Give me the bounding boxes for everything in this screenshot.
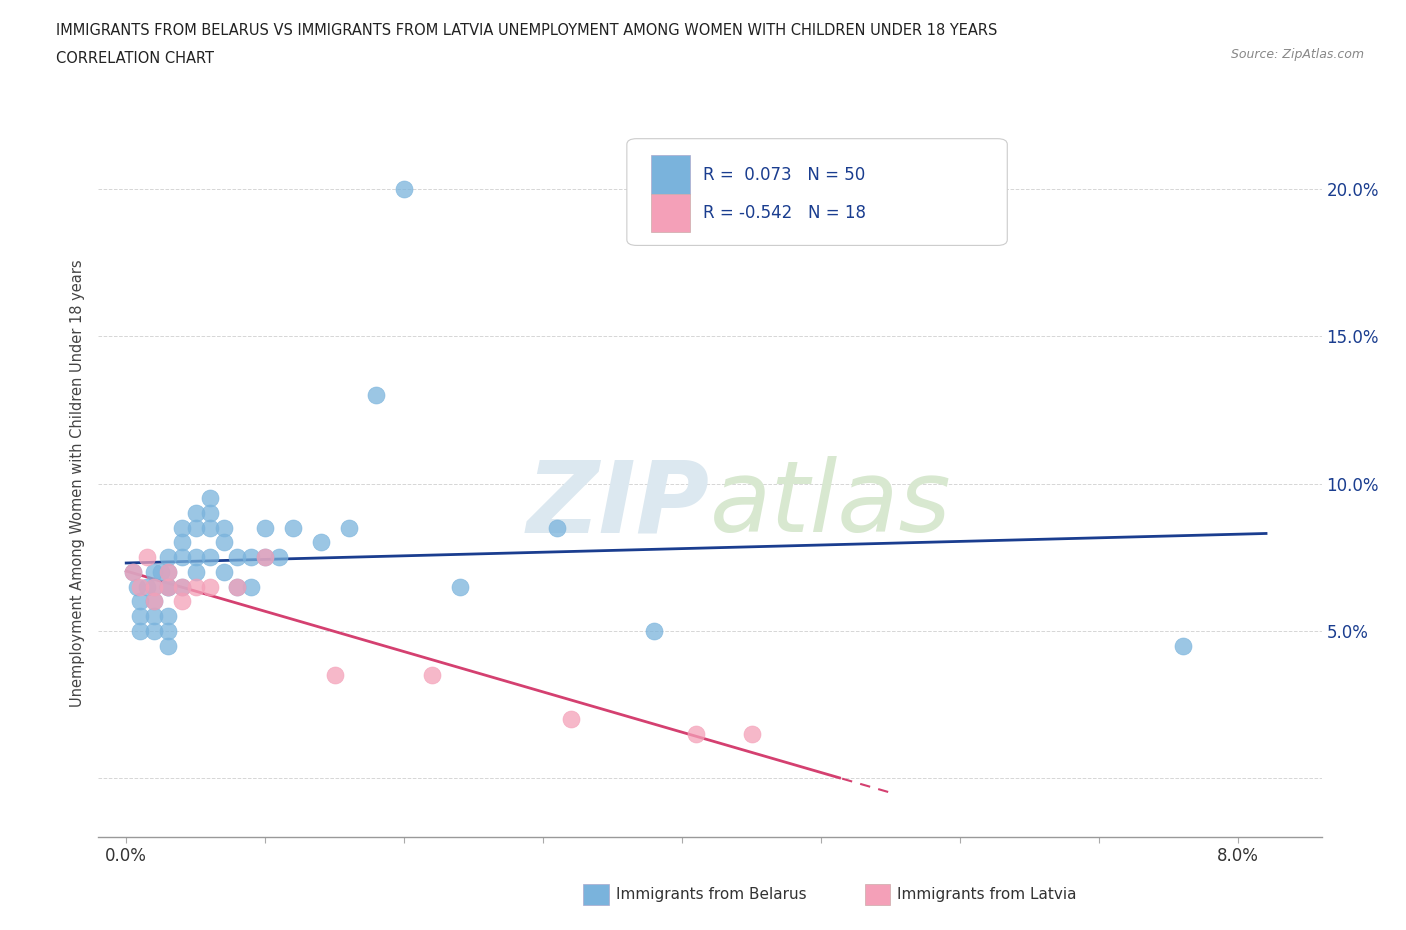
Point <box>366 388 388 403</box>
Point <box>212 521 235 536</box>
Point <box>129 594 152 609</box>
Point <box>156 609 179 624</box>
Point <box>198 579 221 594</box>
Point <box>156 579 179 594</box>
Point <box>156 579 179 594</box>
Bar <box>651 155 690 194</box>
Point <box>156 623 179 638</box>
Point <box>143 565 166 579</box>
Point <box>1171 638 1194 653</box>
Text: Immigrants from Belarus: Immigrants from Belarus <box>616 887 807 902</box>
Point <box>226 579 249 594</box>
Point <box>149 565 172 579</box>
Text: Source: ZipAtlas.com: Source: ZipAtlas.com <box>1230 48 1364 61</box>
Point <box>254 550 277 565</box>
Point <box>184 521 207 536</box>
Point <box>127 579 149 594</box>
Point <box>170 579 193 594</box>
Point <box>560 711 582 726</box>
Point <box>143 594 166 609</box>
Point <box>184 550 207 565</box>
Point <box>337 521 360 536</box>
Point <box>156 579 179 594</box>
Point <box>129 623 152 638</box>
Point <box>212 565 235 579</box>
Point <box>143 579 166 594</box>
Point <box>420 668 443 683</box>
Point <box>184 506 207 521</box>
Point <box>198 506 221 521</box>
Y-axis label: Unemployment Among Women with Children Under 18 years: Unemployment Among Women with Children U… <box>70 259 86 708</box>
Point <box>143 594 166 609</box>
Point <box>254 550 277 565</box>
Point <box>323 668 346 683</box>
Point <box>122 565 145 579</box>
Point <box>281 521 304 536</box>
Point <box>198 491 221 506</box>
Point <box>184 565 207 579</box>
Point <box>198 550 221 565</box>
Point <box>212 535 235 550</box>
Point <box>156 550 179 565</box>
Text: IMMIGRANTS FROM BELARUS VS IMMIGRANTS FROM LATVIA UNEMPLOYMENT AMONG WOMEN WITH : IMMIGRANTS FROM BELARUS VS IMMIGRANTS FR… <box>56 23 998 38</box>
Point <box>156 565 179 579</box>
Point <box>309 535 332 550</box>
Point <box>143 623 166 638</box>
Point <box>254 521 277 536</box>
Point <box>240 579 263 594</box>
Text: atlas: atlas <box>710 457 952 553</box>
Point <box>240 550 263 565</box>
Text: R =  0.073   N = 50: R = 0.073 N = 50 <box>703 166 865 184</box>
Point <box>269 550 291 565</box>
Point <box>449 579 471 594</box>
Point <box>143 579 166 594</box>
Point <box>741 726 763 741</box>
Point <box>394 181 416 196</box>
Point <box>122 565 145 579</box>
FancyBboxPatch shape <box>627 139 1007 246</box>
Text: ZIP: ZIP <box>527 457 710 553</box>
Point <box>546 521 568 536</box>
Point <box>129 579 152 594</box>
Point <box>170 521 193 536</box>
Text: CORRELATION CHART: CORRELATION CHART <box>56 51 214 66</box>
Point <box>685 726 707 741</box>
Point <box>184 579 207 594</box>
Point <box>170 594 193 609</box>
Point <box>226 550 249 565</box>
Point <box>156 565 179 579</box>
Point <box>198 521 221 536</box>
Point <box>170 550 193 565</box>
Point <box>129 609 152 624</box>
Bar <box>651 193 690 232</box>
Text: R = -0.542   N = 18: R = -0.542 N = 18 <box>703 204 866 222</box>
Text: Immigrants from Latvia: Immigrants from Latvia <box>897 887 1077 902</box>
Point <box>170 579 193 594</box>
Point <box>170 535 193 550</box>
Point <box>136 550 159 565</box>
Point <box>143 609 166 624</box>
Point <box>136 579 159 594</box>
Point <box>643 623 665 638</box>
Point <box>156 638 179 653</box>
Point <box>226 579 249 594</box>
